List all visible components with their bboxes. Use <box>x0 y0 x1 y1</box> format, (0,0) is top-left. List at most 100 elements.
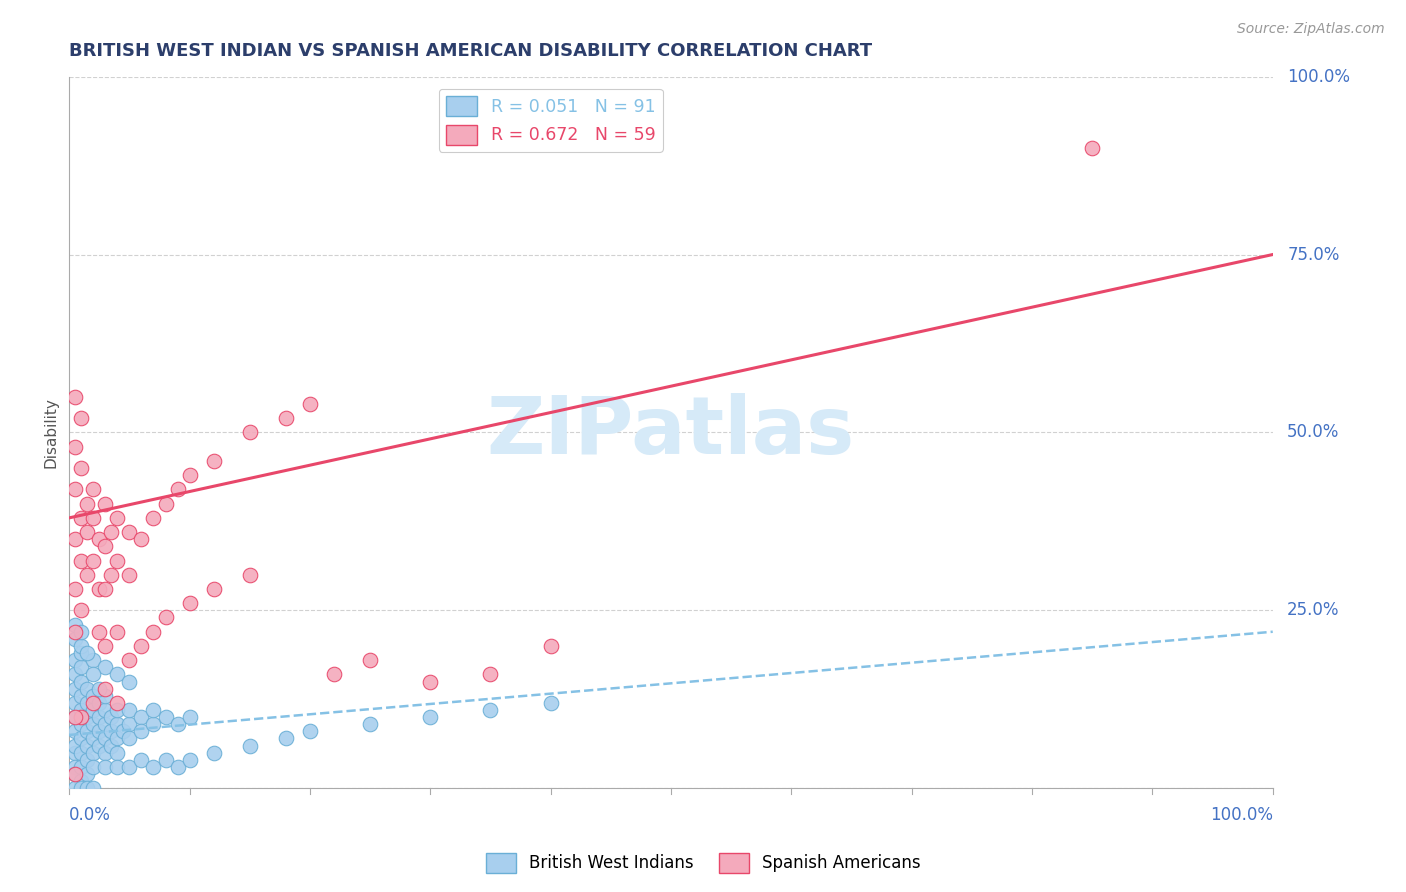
Point <box>70 660 93 674</box>
Point <box>166 717 188 731</box>
Point <box>70 553 93 567</box>
Point <box>131 532 153 546</box>
Point <box>179 596 201 610</box>
Point <box>65 724 87 739</box>
Point <box>70 781 93 796</box>
Point <box>202 454 225 468</box>
Point <box>131 639 153 653</box>
Point <box>118 731 141 746</box>
Point <box>65 483 87 497</box>
Point <box>65 781 87 796</box>
Point <box>65 632 87 646</box>
Point <box>94 497 117 511</box>
Point <box>94 582 117 596</box>
Point <box>166 483 188 497</box>
Point <box>1081 141 1104 155</box>
Point <box>142 624 165 639</box>
Point <box>94 660 117 674</box>
Point <box>82 553 104 567</box>
Point <box>131 753 153 767</box>
Point <box>70 646 93 660</box>
Point <box>155 610 177 624</box>
Point <box>142 511 165 525</box>
Point <box>298 724 321 739</box>
Point <box>105 731 128 746</box>
Point <box>419 710 441 724</box>
Point <box>100 567 122 582</box>
Point <box>82 731 104 746</box>
Point <box>155 710 177 724</box>
Point <box>65 681 87 696</box>
Point <box>65 710 87 724</box>
Point <box>65 624 87 639</box>
Point <box>89 739 111 753</box>
Point <box>76 724 98 739</box>
Point <box>100 525 122 540</box>
Point <box>70 689 93 703</box>
Point <box>100 710 122 724</box>
Point <box>76 497 98 511</box>
Text: 75.0%: 75.0% <box>1286 245 1340 263</box>
Point <box>105 703 128 717</box>
Point <box>179 710 201 724</box>
Point <box>65 767 87 781</box>
Text: Source: ZipAtlas.com: Source: ZipAtlas.com <box>1237 22 1385 37</box>
Point <box>239 567 262 582</box>
Point <box>419 674 441 689</box>
Point <box>65 667 87 681</box>
Point <box>479 667 502 681</box>
Point <box>166 760 188 774</box>
Point <box>89 710 111 724</box>
Point <box>540 696 562 710</box>
Point <box>65 653 87 667</box>
Point <box>65 696 87 710</box>
Point <box>82 689 104 703</box>
Point <box>155 497 177 511</box>
Point <box>131 710 153 724</box>
Point <box>76 681 98 696</box>
Point <box>76 696 98 710</box>
Legend: R = 0.051   N = 91, R = 0.672   N = 59: R = 0.051 N = 91, R = 0.672 N = 59 <box>439 89 662 152</box>
Point <box>65 739 87 753</box>
Point <box>239 739 262 753</box>
Point <box>70 411 93 425</box>
Point <box>118 653 141 667</box>
Point <box>94 639 117 653</box>
Point <box>76 739 98 753</box>
Point <box>94 539 117 553</box>
Point <box>89 624 111 639</box>
Point <box>89 696 111 710</box>
Point <box>70 731 93 746</box>
Point <box>89 532 111 546</box>
Point <box>142 760 165 774</box>
Text: BRITISH WEST INDIAN VS SPANISH AMERICAN DISABILITY CORRELATION CHART: BRITISH WEST INDIAN VS SPANISH AMERICAN … <box>69 42 872 60</box>
Point <box>100 724 122 739</box>
Point <box>82 717 104 731</box>
Point <box>76 781 98 796</box>
Point <box>202 746 225 760</box>
Point <box>76 525 98 540</box>
Point <box>70 760 93 774</box>
Point <box>82 653 104 667</box>
Point <box>142 703 165 717</box>
Point <box>65 767 87 781</box>
Point <box>94 717 117 731</box>
Point <box>65 710 87 724</box>
Point <box>76 767 98 781</box>
Point <box>479 703 502 717</box>
Point <box>65 440 87 454</box>
Point <box>82 746 104 760</box>
Point <box>118 525 141 540</box>
Text: 50.0%: 50.0% <box>1286 424 1340 442</box>
Point <box>239 425 262 440</box>
Point <box>89 724 111 739</box>
Point <box>359 653 381 667</box>
Point <box>155 753 177 767</box>
Point <box>118 717 141 731</box>
Point <box>179 468 201 483</box>
Point <box>76 567 98 582</box>
Point <box>70 461 93 475</box>
Point <box>70 624 93 639</box>
Point <box>298 397 321 411</box>
Point <box>70 511 93 525</box>
